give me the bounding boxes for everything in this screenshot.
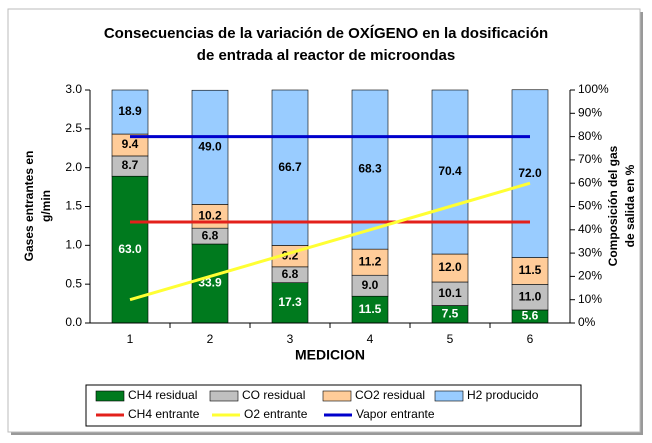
- data-label: 63.0: [118, 242, 142, 256]
- chart-title: Consecuencias de la variación de OXÍGENO…: [104, 25, 548, 42]
- x-tick-label: 5: [447, 332, 454, 346]
- legend-label: CO residual: [242, 388, 305, 402]
- y2-tick-label: 100%: [578, 82, 609, 96]
- data-label: 11.5: [519, 263, 542, 277]
- y-axis-title: g/min: [39, 190, 53, 222]
- data-label: 9.4: [122, 137, 139, 151]
- y2-tick-label: 30%: [578, 245, 602, 259]
- y2-tick-label: 90%: [578, 105, 602, 119]
- y-tick-label: 1.0: [65, 238, 82, 252]
- data-label: 18.9: [118, 104, 142, 118]
- y2-axis-title: de salida en %: [623, 164, 637, 247]
- x-tick-label: 1: [127, 332, 134, 346]
- legend-label: CH4 residual: [128, 388, 197, 402]
- y-tick-label: 1.5: [65, 199, 82, 213]
- chart-title: de entrada al reactor de microondas: [197, 47, 455, 64]
- legend-swatch: [209, 390, 239, 402]
- data-label: 7.5: [442, 306, 459, 320]
- data-label: 5.6: [522, 309, 539, 323]
- data-label: 11.5: [359, 302, 382, 316]
- y2-axis-title: Composición del gas: [606, 145, 620, 266]
- y2-tick-label: 20%: [578, 269, 602, 283]
- bar-segment: [191, 89, 229, 205]
- data-label: 49.0: [198, 139, 222, 153]
- y-tick-label: 3.0: [65, 82, 82, 96]
- bar-segment: [511, 284, 549, 311]
- data-label: 10.1: [438, 286, 462, 300]
- legend-label: H2 producido: [467, 388, 539, 402]
- line-series: [129, 181, 531, 302]
- bar-segment: [351, 295, 389, 324]
- y-tick-label: 0.5: [65, 276, 82, 290]
- x-tick-label: 3: [287, 332, 294, 346]
- data-label: 8.7: [122, 158, 139, 172]
- legend-label: O2 entrante: [244, 407, 308, 421]
- data-label: 11.0: [519, 289, 542, 303]
- y2-tick-label: 60%: [578, 175, 602, 189]
- data-label: 6.8: [202, 228, 219, 242]
- legend-swatch: [434, 390, 464, 402]
- x-tick-label: 2: [207, 332, 214, 346]
- data-label: 72.0: [518, 166, 542, 180]
- x-axis-title: MEDICION: [295, 347, 365, 363]
- y2-tick-label: 0%: [578, 315, 596, 329]
- x-tick-label: 4: [367, 332, 374, 346]
- bar-segment: [511, 89, 549, 258]
- y-axis-title: Gases entrantes en: [22, 151, 36, 262]
- legend-swatch: [322, 390, 352, 402]
- bar-segment: [111, 89, 149, 135]
- data-label: 10.2: [198, 208, 222, 222]
- bar-segment: [271, 89, 309, 246]
- bar-segment: [431, 89, 469, 255]
- y2-tick-label: 70%: [578, 152, 602, 166]
- data-label: 17.3: [278, 295, 302, 309]
- bar-segment: [511, 257, 549, 285]
- legend-label: CH4 entrante: [128, 407, 200, 421]
- legend-swatch: [95, 390, 125, 402]
- data-label: 11.2: [359, 254, 382, 268]
- data-label: 12.0: [438, 260, 462, 274]
- data-label: 66.7: [278, 160, 302, 174]
- bar-segment: [431, 253, 469, 283]
- legend-label: CO2 residual: [355, 388, 425, 402]
- y-tick-label: 2.5: [65, 121, 82, 135]
- y-tick-label: 2.0: [65, 160, 82, 174]
- x-tick-label: 6: [527, 332, 534, 346]
- legend-label: Vapor entrante: [356, 407, 435, 421]
- y2-tick-label: 40%: [578, 222, 602, 236]
- data-label: 70.4: [438, 164, 462, 178]
- y2-tick-label: 80%: [578, 129, 602, 143]
- data-label: 6.8: [282, 267, 299, 281]
- y2-tick-label: 50%: [578, 199, 602, 213]
- y2-tick-label: 10%: [578, 292, 602, 306]
- data-label: 9.0: [362, 278, 379, 292]
- data-label: 68.3: [358, 162, 382, 176]
- y-tick-label: 0.0: [65, 315, 82, 329]
